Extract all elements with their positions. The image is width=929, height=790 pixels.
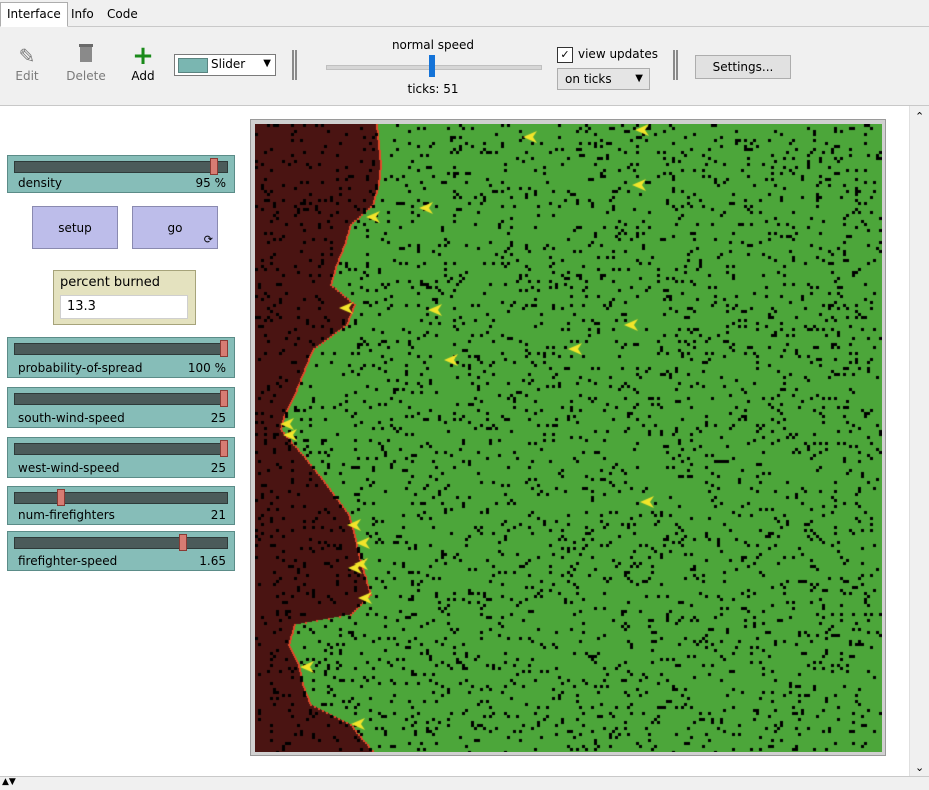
- add-button[interactable]: + Add: [121, 43, 165, 83]
- speed-slider-thumb[interactable]: [429, 55, 435, 77]
- slider-track[interactable]: [14, 161, 228, 173]
- slider-knob[interactable]: [209, 158, 218, 175]
- num-firefighters-slider[interactable]: num-firefighters 21: [7, 486, 235, 525]
- view-updates-label: view updates: [578, 47, 658, 61]
- slider-value: 25: [210, 461, 226, 475]
- world-view[interactable]: [250, 119, 886, 756]
- firefighter-speed-slider[interactable]: firefighter-speed 1.65: [7, 531, 235, 571]
- check-icon: ✓: [560, 48, 570, 61]
- slider-knob[interactable]: [178, 534, 187, 551]
- slider-knob[interactable]: [57, 489, 66, 506]
- chevron-down-icon: ▼: [635, 73, 643, 84]
- slider-track[interactable]: [14, 443, 228, 455]
- density-slider[interactable]: density 95 %: [7, 155, 235, 193]
- go-button[interactable]: go ⟳: [132, 206, 218, 249]
- monitor-value: 13.3: [60, 295, 188, 319]
- setup-label: setup: [58, 221, 92, 235]
- slider-track[interactable]: [14, 492, 228, 504]
- slider-widget-icon: [178, 58, 208, 73]
- slider-name: density: [18, 176, 62, 190]
- edit-button[interactable]: ✎ Edit: [5, 43, 49, 83]
- slider-knob[interactable]: [220, 440, 228, 457]
- west-wind-speed-slider[interactable]: west-wind-speed 25: [7, 437, 235, 478]
- slider-track[interactable]: [14, 393, 228, 405]
- monitor-label: percent burned: [60, 275, 161, 290]
- slider-value: 21: [210, 508, 226, 522]
- slider-name: firefighter-speed: [18, 554, 118, 568]
- vertical-scrollbar[interactable]: ⌃ ⌄: [909, 106, 929, 776]
- slider-name: south-wind-speed: [18, 411, 125, 425]
- slider-value: 100 %: [187, 361, 226, 375]
- slider-name: probability-of-spread: [18, 361, 143, 375]
- widget-type-value: Slider: [211, 57, 246, 71]
- world-canvas[interactable]: [255, 124, 882, 752]
- chevron-up-icon[interactable]: ⌃: [915, 110, 925, 123]
- toolbar-divider: [673, 50, 678, 80]
- widget-type-select[interactable]: Slider ▼: [174, 54, 276, 76]
- toolbar-divider: [292, 50, 297, 80]
- edit-label: Edit: [15, 69, 39, 83]
- update-mode-select[interactable]: on ticks ▼: [557, 68, 650, 90]
- tab-interface[interactable]: Interface: [0, 2, 68, 27]
- speed-label: normal speed: [391, 38, 475, 52]
- slider-track[interactable]: [14, 343, 228, 355]
- tab-code[interactable]: Code: [107, 7, 138, 21]
- go-label: go: [167, 221, 183, 235]
- slider-knob[interactable]: [220, 390, 228, 407]
- pencil-icon: ✎: [18, 44, 36, 68]
- chevron-down-icon[interactable]: ⌄: [915, 761, 925, 774]
- percent-burned-monitor: percent burned 13.3: [53, 270, 196, 325]
- settings-button[interactable]: Settings...: [695, 55, 791, 79]
- plus-icon: +: [132, 41, 154, 71]
- view-updates-checkbox[interactable]: ✓: [557, 47, 573, 63]
- tab-bar: Interface Info Code: [0, 0, 929, 27]
- slider-value: 25: [210, 411, 226, 425]
- slider-value: 1.65: [199, 554, 226, 568]
- update-mode-value: on ticks: [565, 72, 612, 86]
- slider-name: num-firefighters: [18, 508, 115, 522]
- probability-of-spread-slider[interactable]: probability-of-spread 100 %: [7, 337, 235, 378]
- slider-value: 95 %: [195, 176, 227, 190]
- slider-track[interactable]: [14, 537, 228, 549]
- setup-button[interactable]: setup: [32, 206, 118, 249]
- splitter-arrows-icon[interactable]: ▲▼: [2, 777, 16, 787]
- toolbar: ✎ Edit Delete + Add Slider ▼ normal spee…: [0, 27, 929, 106]
- forever-icon: ⟳: [203, 233, 213, 246]
- ticks-counter: ticks: 51: [407, 82, 459, 96]
- delete-label: Delete: [66, 69, 106, 83]
- bottom-splitter[interactable]: ▲▼: [0, 776, 929, 790]
- slider-name: west-wind-speed: [18, 461, 120, 475]
- delete-button[interactable]: Delete: [64, 43, 108, 83]
- tab-info[interactable]: Info: [71, 7, 94, 21]
- south-wind-speed-slider[interactable]: south-wind-speed 25: [7, 387, 235, 428]
- trash-icon: [64, 43, 108, 69]
- slider-knob[interactable]: [220, 340, 228, 357]
- chevron-down-icon: ▼: [263, 58, 271, 69]
- add-label: Add: [131, 69, 155, 83]
